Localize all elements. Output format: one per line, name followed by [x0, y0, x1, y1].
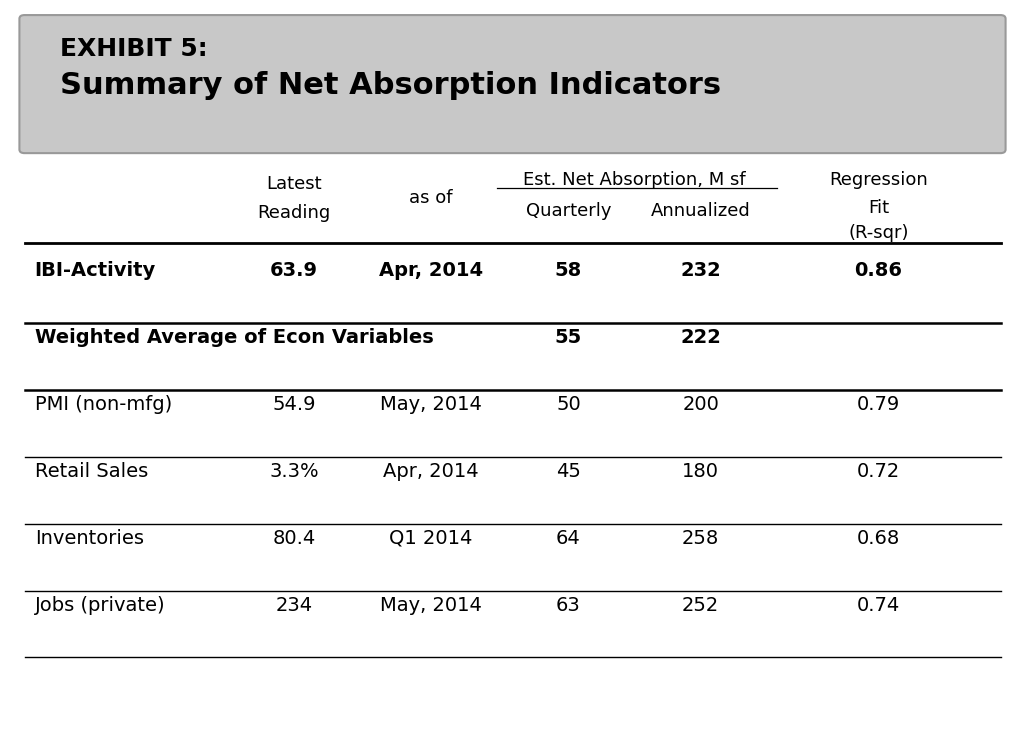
Text: 50: 50: [556, 395, 581, 414]
Text: as of: as of: [409, 190, 453, 207]
Text: Annualized: Annualized: [651, 202, 750, 220]
Text: 55: 55: [555, 329, 582, 347]
Text: 0.74: 0.74: [857, 595, 900, 614]
Text: Quarterly: Quarterly: [526, 202, 611, 220]
Text: 64: 64: [556, 528, 581, 548]
Text: 258: 258: [682, 528, 720, 548]
Text: Latest: Latest: [266, 175, 322, 193]
Text: May, 2014: May, 2014: [380, 395, 482, 414]
Text: Apr, 2014: Apr, 2014: [383, 462, 479, 481]
Text: 0.68: 0.68: [857, 528, 900, 548]
Text: 232: 232: [681, 262, 721, 280]
Text: 58: 58: [555, 262, 582, 280]
Text: 63.9: 63.9: [270, 262, 318, 280]
Text: May, 2014: May, 2014: [380, 595, 482, 614]
Text: (R-sqr): (R-sqr): [849, 224, 909, 243]
Text: Jobs (private): Jobs (private): [35, 595, 165, 614]
FancyBboxPatch shape: [19, 15, 1006, 153]
Text: 234: 234: [276, 595, 313, 614]
Text: 80.4: 80.4: [273, 528, 316, 548]
Text: Fit: Fit: [868, 199, 889, 217]
Text: 45: 45: [556, 462, 581, 481]
Text: Retail Sales: Retail Sales: [35, 462, 148, 481]
Text: Reading: Reading: [257, 204, 330, 222]
Text: Apr, 2014: Apr, 2014: [379, 262, 483, 280]
Text: 200: 200: [683, 395, 719, 414]
Text: 222: 222: [681, 329, 721, 347]
Text: 180: 180: [682, 462, 720, 481]
Text: PMI (non-mfg): PMI (non-mfg): [35, 395, 172, 414]
Text: Regression: Regression: [829, 171, 928, 190]
Text: IBI-Activity: IBI-Activity: [35, 262, 156, 280]
Text: 0.86: 0.86: [855, 262, 902, 280]
Text: Est. Net Absorption, M sf: Est. Net Absorption, M sf: [523, 171, 746, 190]
Text: Inventories: Inventories: [35, 528, 144, 548]
Text: 3.3%: 3.3%: [270, 462, 319, 481]
Text: 63: 63: [556, 595, 581, 614]
Text: 252: 252: [682, 595, 720, 614]
Text: Weighted Average of Econ Variables: Weighted Average of Econ Variables: [35, 329, 434, 347]
Text: 54.9: 54.9: [273, 395, 316, 414]
Text: 0.79: 0.79: [857, 395, 900, 414]
Text: Summary of Net Absorption Indicators: Summary of Net Absorption Indicators: [60, 71, 722, 100]
Text: EXHIBIT 5:: EXHIBIT 5:: [60, 37, 208, 61]
Text: Q1 2014: Q1 2014: [390, 528, 473, 548]
Text: 0.72: 0.72: [857, 462, 900, 481]
